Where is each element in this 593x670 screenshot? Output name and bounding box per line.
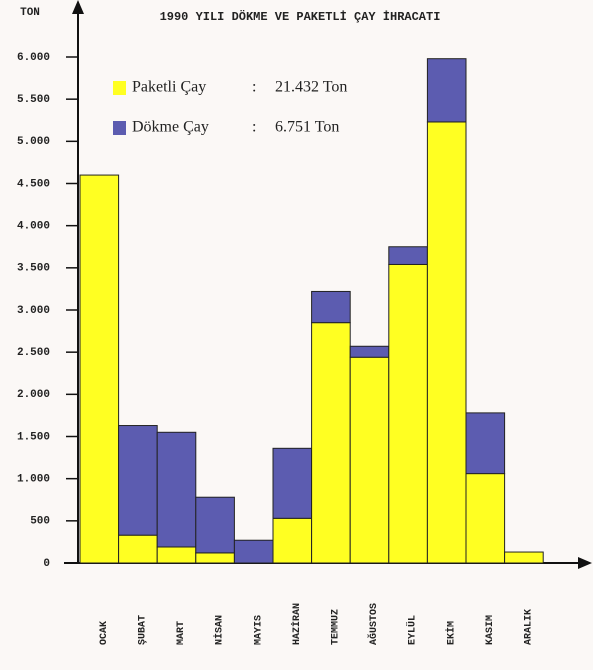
y-tick-label: 6.000 xyxy=(17,52,50,64)
x-tick-label: TEMMUZ xyxy=(331,609,342,645)
bar-segment xyxy=(465,412,506,475)
legend-total: 6.751 Ton xyxy=(275,119,339,136)
bar-segment xyxy=(426,58,467,123)
legend-separator: : xyxy=(252,119,256,136)
x-tick-label: NİSAN xyxy=(213,615,226,645)
x-tick-label: KASIM xyxy=(485,615,496,645)
legend-label: Dökme Çay xyxy=(132,119,209,136)
y-tick-label: 5.500 xyxy=(17,94,50,106)
x-tick-label: ŞUBAT xyxy=(138,615,149,645)
y-tick-label: 2.000 xyxy=(17,389,50,401)
x-tick-label: EKİM xyxy=(444,621,457,645)
x-axis-arrow xyxy=(578,557,592,569)
y-tick-label: 4.000 xyxy=(17,221,50,233)
y-tick-label: 4.500 xyxy=(17,178,50,190)
y-axis-arrow xyxy=(72,0,84,14)
bar-segment xyxy=(388,263,428,564)
x-tick-label: HAZİRAN xyxy=(290,603,303,645)
y-tick-label: 1.000 xyxy=(17,474,50,486)
legend-label: Paketli Çay xyxy=(132,79,206,96)
bar-segment xyxy=(79,174,120,564)
x-tick-label: OCAK xyxy=(99,621,110,645)
bar-segment xyxy=(311,322,351,564)
y-tick-label: 5.000 xyxy=(17,136,50,148)
y-tick-label: 1.500 xyxy=(17,431,50,443)
bar-segment xyxy=(156,431,197,548)
x-tick-label: EYLÜL xyxy=(406,615,419,645)
x-tick-label: ARALIK xyxy=(524,609,535,645)
bar-segment xyxy=(388,246,428,265)
bar-segment xyxy=(118,534,158,564)
bar-segment xyxy=(118,425,158,536)
legend-swatch xyxy=(113,81,126,95)
bar-segment xyxy=(465,473,506,564)
legend-swatch xyxy=(113,121,126,135)
x-tick-label: MAYIS xyxy=(253,615,264,645)
bar-segment xyxy=(504,551,544,564)
bar-segment xyxy=(426,121,467,564)
chart-title: 1990 YILI DÖKME VE PAKETLİ ÇAY İHRACATI xyxy=(160,8,441,24)
legend-total: 21.432 Ton xyxy=(275,79,347,96)
y-tick-label: 0 xyxy=(43,558,50,570)
bar-segment xyxy=(272,447,313,519)
y-axis-label: TON xyxy=(20,7,40,19)
x-tick-label: MART xyxy=(176,621,187,645)
y-tick-label: 500 xyxy=(30,516,50,528)
bar-segment xyxy=(349,345,390,358)
bar-segment xyxy=(349,356,390,564)
bar-segment xyxy=(156,546,197,564)
y-tick-label: 3.000 xyxy=(17,305,50,317)
y-tick-label: 2.500 xyxy=(17,347,50,359)
bar-segment xyxy=(311,290,351,324)
bar-segment xyxy=(272,517,313,564)
y-tick-label: 3.500 xyxy=(17,263,50,275)
bar-segment xyxy=(195,496,235,554)
x-tick-label: AĞUSTOS xyxy=(366,603,380,645)
bar-segment xyxy=(195,552,235,564)
bar-segment xyxy=(233,539,274,564)
legend-separator: : xyxy=(252,79,256,96)
